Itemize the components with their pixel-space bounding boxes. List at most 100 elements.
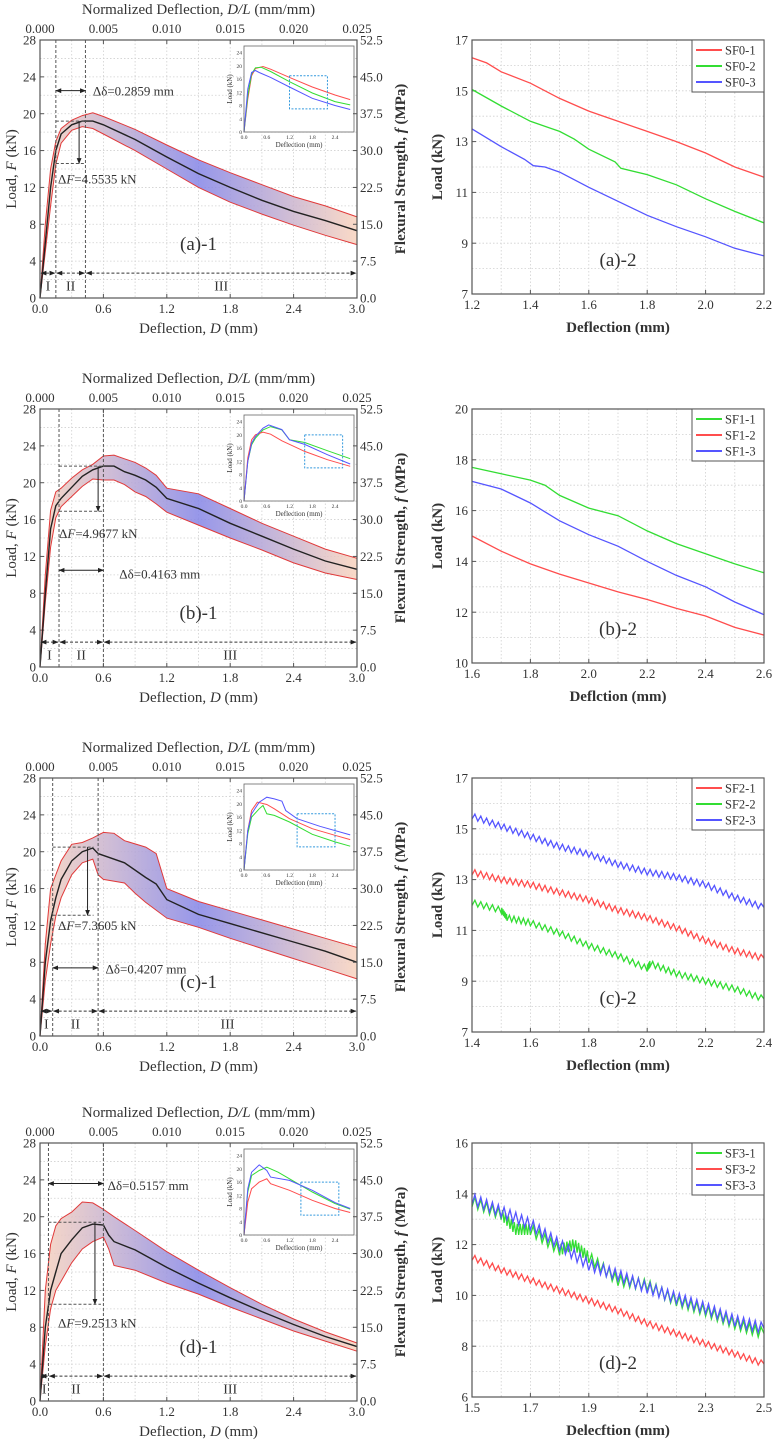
panel-label: (d)-1 [180,1337,218,1358]
right-y-tick-label: 30.0 [360,881,383,896]
inset-y-tick-label: 12 [237,459,243,465]
zoom-box [304,434,344,469]
right-y-tick-label: 7.5 [360,623,376,638]
x-tick-label: 2.5 [756,1400,772,1415]
inset-x-tick-label: 1.8 [309,873,316,879]
y-tick-label: 28 [23,33,36,48]
x-tick-label: 1.8 [222,1039,238,1054]
legend-label: SF1-3 [725,445,756,459]
x-tick-label: 1.6 [581,297,598,312]
y-tick-label: 6 [462,1390,469,1405]
y-axis-title: Load (kN) [430,503,446,569]
y-tick-label: 13 [455,872,468,887]
right-y-axis-title: Flexural Strength, f (MPa) [393,822,409,993]
lower-bound-line [39,858,358,1037]
plot-frame [471,39,765,295]
x-tick-label: 2.2 [756,297,772,312]
top-x-tick-label: 0.015 [216,759,245,774]
right-y-tick-label: 15.0 [360,955,383,970]
y-tick-label: 16 [23,143,37,158]
x-tick-label: 3.0 [349,670,365,685]
inset-x-tick-label: 0.6 [263,135,270,141]
inset-x-label: Deflection (mm) [276,141,324,149]
inset-y-tick-label: 16 [237,1180,243,1186]
top-x-axis-title: Normalized Deflection, D/L (mm/mm) [82,1105,315,1121]
inset-y-tick-label: 20 [237,64,243,70]
y-tick-label: 10 [455,656,468,671]
delta-delta-label: Δδ=0.5157 mm [108,1178,189,1193]
inset-y-tick-label: 0 [239,130,242,136]
y-tick-label: 0 [30,660,37,675]
lower-bound-line [39,126,358,299]
inset-plot-area [244,46,354,132]
right-y-tick-label: 45.0 [360,1172,383,1187]
y-tick-label: 4 [30,254,37,269]
y-tick-label: 16 [23,512,37,527]
top-x-tick-label: 0.000 [25,21,54,36]
y-tick-label: 16 [23,881,37,896]
legend-label: SF0-3 [725,76,756,90]
inset-series-line [243,1166,351,1236]
plot-frame [39,39,358,299]
right-y-tick-label: 30.0 [360,1246,383,1261]
x-tick-label: 2.4 [285,670,302,685]
series-line-SF3-2 [471,1254,765,1367]
inset-y-label: Load (kN) [226,1177,234,1207]
inset-y-tick-label: 12 [237,90,243,96]
inset-frame [243,414,355,502]
x-tick-label: 1.2 [159,1404,175,1419]
std-band [40,112,357,298]
y-tick-label: 12 [23,1283,36,1298]
right-y-tick-label: 37.5 [360,844,383,859]
inset-x-tick-label: 0.0 [241,504,248,510]
right-y-tick-label: 52.5 [360,402,383,417]
right-y-tick-label: 45.0 [360,807,383,822]
inset-series-line [243,1164,351,1236]
x-tick-label: 1.6 [464,666,481,681]
inset-y-tick-label: 16 [237,446,243,452]
x-axis-title: Deflction (mm) [569,689,666,705]
legend-label: SF1-2 [725,429,756,443]
right-y-tick-label: 45.0 [360,438,383,453]
x-axis-title: Deflection, D (mm) [139,690,258,706]
top-x-tick-label: 0.010 [152,21,181,36]
inset-y-tick-label: 4 [239,117,242,123]
inset-y-tick-label: 8 [239,842,242,848]
x-tick-label: 2.6 [756,666,773,681]
top-x-tick-label: 0.020 [279,759,308,774]
y-tick-label: 8 [462,1339,469,1354]
inset-x-tick-label: 1.8 [309,135,316,141]
delta-delta-label: Δδ=0.4207 mm [106,961,187,976]
right-y-tick-label: 7.5 [360,992,376,1007]
stage-label: I [44,1018,49,1033]
series-line-SF3-3 [471,1192,765,1336]
right-y-tick-label: 22.5 [360,918,383,933]
panel-label: (a)-1 [180,234,217,255]
std-band [40,455,357,667]
x-tick-label: 2.0 [697,297,713,312]
y-tick-label: 8 [30,1320,37,1335]
plot-frame [39,408,358,668]
inset-frame [243,783,355,871]
inset-y-tick-label: 0 [239,868,242,874]
inset-y-tick-label: 20 [237,802,243,808]
x-axis-title: Deflection, D (mm) [139,1424,258,1440]
x-tick-label: 0.0 [32,1404,48,1419]
panel-label: (b)-2 [599,619,637,640]
x-tick-label: 0.6 [95,301,112,316]
x-tick-label: 1.8 [222,670,238,685]
plot-frame [471,777,765,1033]
right-y-tick-label: 52.5 [360,1136,383,1151]
legend-label: SF3-2 [725,1163,756,1177]
right-y-tick-label: 7.5 [360,1357,376,1372]
panel-label: (c)-1 [180,972,217,993]
x-tick-label: 3.0 [349,1039,365,1054]
series-line-SF2-3 [471,812,765,911]
series-line-SF1-1 [471,466,765,574]
legend-label: SF3-1 [725,1147,756,1161]
y-tick-label: 17 [455,771,469,786]
delta-F-label: ΔF=7.3605 kN [58,918,137,933]
delta-F-label: ΔF=9.2513 kN [58,1315,137,1330]
